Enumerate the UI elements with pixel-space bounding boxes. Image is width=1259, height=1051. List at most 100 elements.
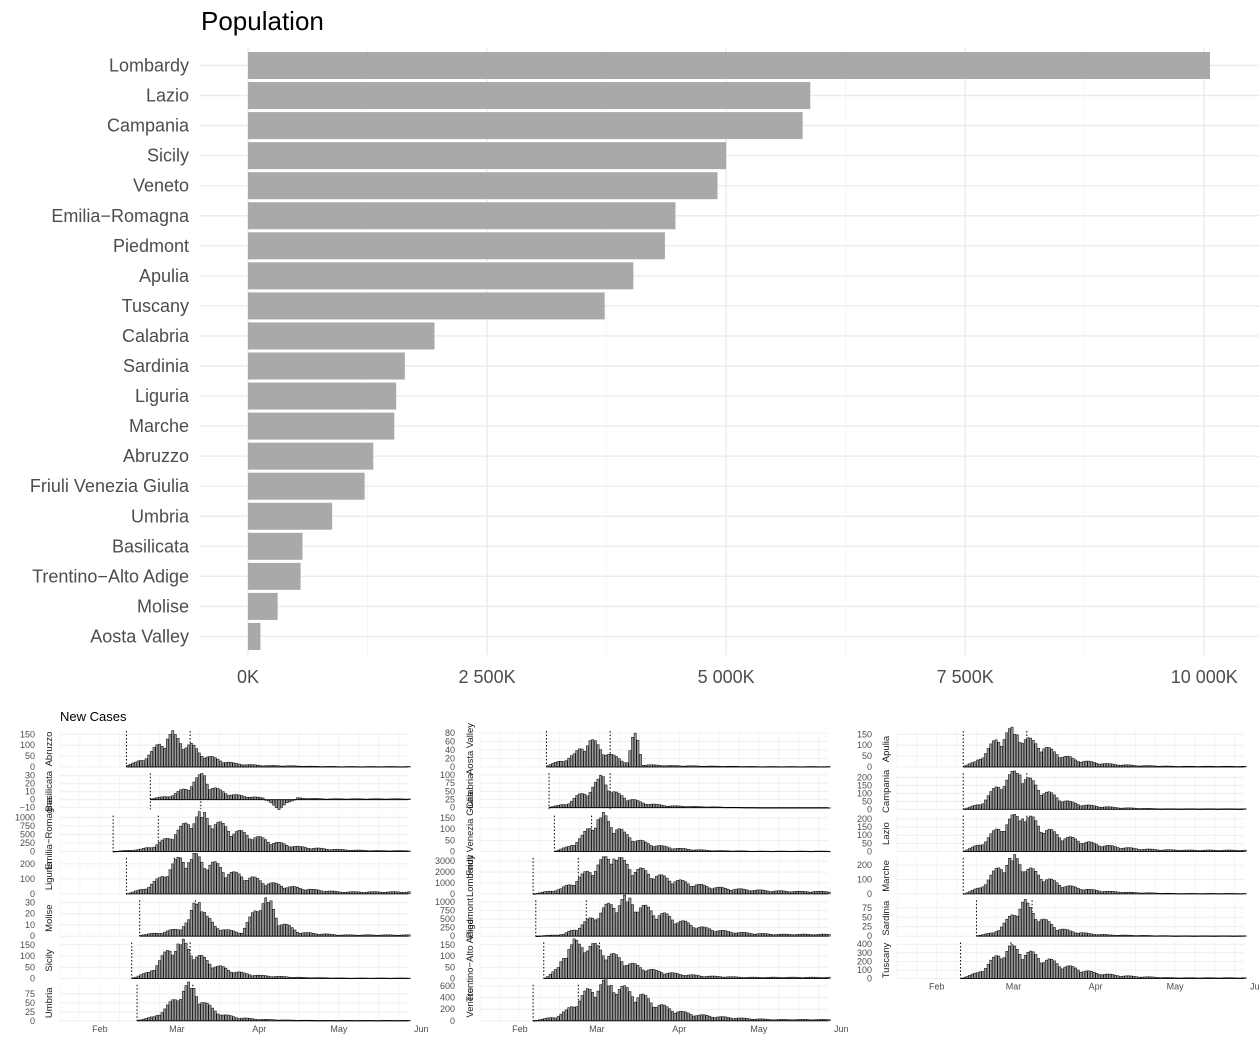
- new-cases-bar: [1241, 977, 1244, 979]
- new-cases-bar: [1193, 977, 1197, 979]
- new-cases-bar: [742, 1017, 746, 1022]
- new-cases-bar: [1060, 757, 1064, 768]
- new-cases-bar: [774, 766, 778, 768]
- new-cases-bar: [296, 765, 299, 768]
- new-cases-bar: [251, 764, 254, 768]
- new-cases-bar: [243, 832, 246, 852]
- new-cases-bar: [1098, 806, 1101, 810]
- new-cases-bar: [304, 932, 307, 937]
- new-cases-bar: [258, 1019, 262, 1022]
- new-cases-bar: [232, 833, 236, 852]
- panel-y-tick-label: 150: [20, 940, 35, 950]
- new-cases-bar: [272, 843, 276, 852]
- new-cases-bar: [144, 934, 148, 937]
- new-cases-bar: [617, 905, 621, 937]
- new-cases-bar: [203, 957, 206, 979]
- new-cases-bar: [992, 788, 995, 810]
- new-cases-bar: [211, 1007, 214, 1022]
- new-cases-bar: [686, 849, 690, 852]
- new-cases-bar: [700, 806, 703, 808]
- new-cases-bar: [578, 838, 581, 852]
- new-cases-bar: [258, 910, 262, 937]
- new-cases-bar: [570, 884, 573, 895]
- new-cases-bar: [136, 975, 140, 979]
- new-cases-bar: [750, 890, 754, 895]
- new-cases-bar: [200, 773, 204, 800]
- new-cases-bar: [771, 934, 775, 937]
- new-cases-bar: [359, 977, 363, 979]
- new-cases-bar: [559, 1013, 563, 1022]
- new-cases-bar: [343, 766, 347, 768]
- new-cases-bar: [1047, 747, 1051, 768]
- new-cases-bar: [625, 863, 629, 895]
- new-cases-bar: [280, 885, 283, 895]
- new-cases-bar: [1071, 757, 1075, 768]
- new-cases-bar: [641, 969, 645, 979]
- new-cases-bar: [1145, 935, 1149, 937]
- category-label: Lombardy: [109, 56, 189, 76]
- new-cases-bar: [290, 765, 294, 768]
- new-cases-bar: [282, 887, 286, 895]
- new-cases-bar: [1156, 977, 1160, 979]
- new-cases-bar: [1185, 893, 1189, 895]
- month-tick-label: May: [1167, 982, 1185, 992]
- new-cases-bar: [689, 886, 693, 895]
- new-cases-bar: [713, 850, 717, 852]
- new-cases-bar: [373, 1020, 376, 1022]
- new-cases-bar: [394, 766, 398, 768]
- new-cases-bar: [144, 972, 148, 979]
- new-cases-bar: [245, 973, 249, 979]
- new-cases-bar: [1008, 774, 1011, 810]
- new-cases-bar: [1241, 893, 1244, 895]
- new-cases-bar: [814, 934, 818, 937]
- new-cases-bar: [817, 977, 820, 979]
- new-cases-bar: [596, 990, 600, 1022]
- new-cases-bar: [973, 845, 977, 852]
- new-cases-bar: [1182, 893, 1186, 895]
- new-cases-bar: [1071, 931, 1075, 937]
- new-cases-bar: [567, 846, 571, 852]
- new-cases-bar: [570, 944, 573, 979]
- new-cases-bar: [245, 922, 249, 937]
- new-cases-bar: [647, 969, 650, 979]
- new-cases-bar: [750, 850, 754, 853]
- new-cases-bar: [625, 987, 629, 1022]
- new-cases-bar: [989, 874, 993, 895]
- new-cases-bar: [1053, 960, 1056, 979]
- new-cases-bar: [665, 1006, 669, 1022]
- new-cases-bar: [187, 862, 191, 895]
- new-cases-bar: [195, 903, 198, 937]
- new-cases-bar: [639, 754, 642, 768]
- new-cases-bar: [763, 933, 767, 937]
- new-cases-bar: [689, 1014, 693, 1022]
- new-cases-bar: [320, 766, 323, 768]
- new-cases-bar: [660, 804, 664, 808]
- new-cases-bar: [612, 754, 616, 768]
- new-cases-bar: [641, 840, 645, 852]
- new-cases-bar: [1209, 808, 1213, 810]
- new-cases-bar: [678, 765, 682, 768]
- new-cases-bar: [192, 988, 196, 1022]
- new-cases-bar: [139, 974, 143, 979]
- new-cases-bar: [1063, 966, 1067, 979]
- new-cases-bar: [200, 861, 204, 895]
- new-cases-bar: [150, 1016, 153, 1022]
- new-cases-bar: [1227, 977, 1231, 979]
- new-cases-bar: [684, 881, 688, 895]
- new-cases-bar: [748, 932, 751, 937]
- new-cases-bar: [195, 777, 198, 800]
- new-cases-bar: [620, 857, 624, 895]
- new-cases-bar: [1121, 934, 1125, 937]
- new-cases-bar: [1116, 764, 1120, 768]
- population-bar: [248, 322, 435, 350]
- new-cases-bar: [1180, 935, 1183, 937]
- new-cases-bar: [745, 932, 749, 937]
- new-cases-bar: [652, 764, 656, 768]
- new-cases-bar: [769, 766, 773, 768]
- new-cases-bar: [705, 976, 709, 979]
- new-cases-bar: [1121, 807, 1125, 810]
- new-cases-bar: [1111, 763, 1115, 768]
- new-cases-bar: [354, 849, 358, 852]
- new-cases-bar: [809, 891, 812, 895]
